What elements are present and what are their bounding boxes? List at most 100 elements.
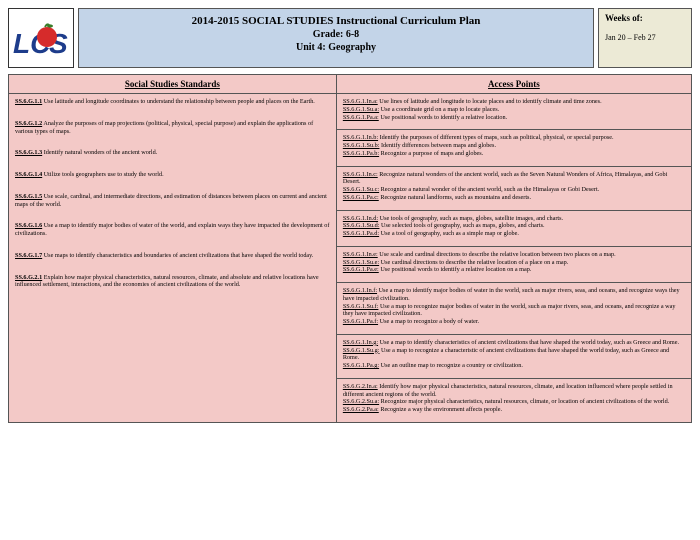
access-point: SS.6.G.1.Su.c: Recognize a natural wonde… [343, 186, 685, 194]
standard-code: SS.6.G.1.6 [15, 222, 42, 229]
access-code: SS.6.G.1.Pa.b: [343, 150, 379, 157]
access-group: SS.6.G.1.In.g: Use a map to identify cha… [343, 339, 685, 370]
access-point: SS.6.G.1.Pa.c: Recognize natural landfor… [343, 194, 685, 202]
access-text: Use a map to recognize a characteristic … [343, 347, 669, 362]
access-text: Recognize natural landforms, such as mou… [379, 194, 531, 201]
standard-item: SS.6.G.1.5 Use scale, cardinal, and inte… [15, 193, 330, 209]
access-text: Use a map to identify major bodies of wa… [343, 287, 680, 302]
access-text: Recognize a way the environment affects … [379, 406, 502, 413]
standard-item: SS.6.G.1.2 Analyze the purposes of map p… [15, 120, 330, 136]
access-code: SS.6.G.1.In.b: [343, 134, 378, 141]
access-point: SS.6.G.1.Su.g: Use a map to recognize a … [343, 347, 685, 363]
access-code: SS.6.G.1.Su.f: [343, 303, 379, 310]
table-row: SS.6.G.1.1 Use latitude and longitude co… [9, 94, 692, 130]
standard-code: SS.6.G.1.5 [15, 193, 42, 200]
access-cell: SS.6.G.1.In.g: Use a map to identify cha… [336, 334, 691, 378]
standard-code: SS.6.G.1.2 [15, 120, 42, 127]
access-text: Recognize a purpose of maps and globes. [379, 150, 483, 157]
access-group: SS.6.G.1.In.e: Use scale and cardinal di… [343, 251, 685, 274]
weeks-value: Jan 20 – Feb 27 [605, 33, 685, 42]
standard-text: Identify natural wonders of the ancient … [42, 149, 157, 156]
access-point: SS.6.G.1.In.d: Use tools of geography, s… [343, 215, 685, 223]
standard-item: SS.6.G.1.7 Use maps to identify characte… [15, 252, 330, 260]
access-code: SS.6.G.1.In.f: [343, 287, 377, 294]
table-header-row: Social Studies Standards Access Points [9, 75, 692, 94]
access-point: SS.6.G.1.Pa.g: Use an outline map to rec… [343, 362, 685, 370]
school-logo-icon: LC S [11, 13, 71, 63]
standards-cell: SS.6.G.1.1 Use latitude and longitude co… [9, 94, 337, 423]
access-code: SS.6.G.1.In.c: [343, 171, 378, 178]
standard-item: SS.6.G.1.1 Use latitude and longitude co… [15, 98, 330, 106]
standards-heading: Social Studies Standards [9, 75, 337, 94]
access-text: Use positional words to identify a relat… [379, 266, 532, 273]
access-cell: SS.6.G.1.In.e: Use scale and cardinal di… [336, 246, 691, 282]
access-code: SS.6.G.1.In.a: [343, 98, 378, 105]
access-point: SS.6.G.1.Su.b: Identify differences betw… [343, 142, 685, 150]
plan-title: 2014-2015 SOCIAL STUDIES Instructional C… [89, 15, 583, 27]
access-code: SS.6.G.1.Pa.g: [343, 362, 379, 369]
standard-code: SS.6.G.2.1 [15, 274, 42, 281]
standard-text: Utilize tools geographers use to study t… [42, 171, 164, 178]
access-point: SS.6.G.1.In.e: Use scale and cardinal di… [343, 251, 685, 259]
weeks-box: Weeks of: Jan 20 – Feb 27 [598, 8, 692, 68]
access-group: SS.6.G.1.In.b: Identify the purposes of … [343, 134, 685, 157]
access-group: SS.6.G.1.In.a: Use lines of latitude and… [343, 98, 685, 121]
access-point: SS.6.G.2.Pa.a: Recognize a way the envir… [343, 406, 685, 414]
standard-text: Use latitude and longitude coordinates t… [42, 98, 315, 105]
access-point: SS.6.G.1.Pa.d: Use a tool of geography, … [343, 230, 685, 238]
standard-text: Use scale, cardinal, and intermediate di… [15, 193, 327, 208]
access-text: Identify the purposes of different types… [378, 134, 613, 141]
access-point: SS.6.G.1.Pa.a: Use positional words to i… [343, 114, 685, 122]
standard-text: Explain how major physical characteristi… [15, 274, 319, 289]
access-text: Use positional words to identify a relat… [379, 114, 507, 121]
access-code: SS.6.G.1.Su.e: [343, 259, 379, 266]
standard-code: SS.6.G.1.7 [15, 252, 42, 259]
access-heading: Access Points [336, 75, 691, 94]
access-code: SS.6.G.1.Su.a: [343, 106, 379, 113]
access-group: SS.6.G.1.In.f: Use a map to identify maj… [343, 287, 685, 326]
access-code: SS.6.G.2.Pa.a: [343, 406, 379, 413]
access-text: Use an outline map to recognize a countr… [379, 362, 523, 369]
access-cell: SS.6.G.1.In.a: Use lines of latitude and… [336, 94, 691, 130]
standard-item: SS.6.G.2.1 Explain how major physical ch… [15, 274, 330, 290]
access-point: SS.6.G.2.In.a: Identify how major physic… [343, 383, 685, 399]
access-point: SS.6.G.1.Su.f: Use a map to recognize ma… [343, 303, 685, 319]
access-text: Recognize major physical characteristics… [379, 398, 669, 405]
access-group: SS.6.G.1.In.d: Use tools of geography, s… [343, 215, 685, 238]
standard-text: Use maps to identify characteristics and… [42, 252, 313, 259]
access-point: SS.6.G.1.Su.e: Use cardinal directions t… [343, 259, 685, 267]
standards-table: Social Studies Standards Access Points S… [8, 74, 692, 423]
access-point: SS.6.G.1.Pa.e: Use positional words to i… [343, 266, 685, 274]
logo-box: LC S [8, 8, 74, 68]
access-cell: SS.6.G.1.In.d: Use tools of geography, s… [336, 210, 691, 246]
access-cell: SS.6.G.2.In.a: Identify how major physic… [336, 378, 691, 422]
standard-text: Analyze the purposes of map projections … [15, 120, 313, 135]
title-box: 2014-2015 SOCIAL STUDIES Instructional C… [78, 8, 594, 68]
standard-text: Use a map to identify major bodies of wa… [15, 222, 329, 237]
access-code: SS.6.G.1.Pa.d: [343, 230, 379, 237]
access-group: SS.6.G.2.In.a: Identify how major physic… [343, 383, 685, 414]
access-code: SS.6.G.1.In.d: [343, 215, 378, 222]
access-text: Recognize a natural wonder of the ancien… [379, 186, 599, 193]
standard-item: SS.6.G.1.4 Utilize tools geographers use… [15, 171, 330, 179]
access-code: SS.6.G.1.Pa.c: [343, 194, 379, 201]
header-row: LC S 2014-2015 SOCIAL STUDIES Instructio… [8, 8, 692, 68]
access-point: SS.6.G.1.Su.a: Use a coordinate grid on … [343, 106, 685, 114]
access-code: SS.6.G.1.In.e: [343, 251, 378, 258]
access-point: SS.6.G.1.In.b: Identify the purposes of … [343, 134, 685, 142]
access-point: SS.6.G.1.In.f: Use a map to identify maj… [343, 287, 685, 303]
access-code: SS.6.G.2.In.a: [343, 383, 378, 390]
access-code: SS.6.G.1.Su.b: [343, 142, 380, 149]
access-point: SS.6.G.1.In.g: Use a map to identify cha… [343, 339, 685, 347]
access-point: SS.6.G.1.Pa.b: Recognize a purpose of ma… [343, 150, 685, 158]
access-text: Use scale and cardinal directions to des… [378, 251, 616, 258]
access-text: Identify differences between maps and gl… [379, 142, 496, 149]
access-point: SS.6.G.1.Pa.f: Use a map to recognize a … [343, 318, 685, 326]
access-text: Use a coordinate grid on a map to locate… [379, 106, 499, 113]
standard-item: SS.6.G.1.6 Use a map to identify major b… [15, 222, 330, 238]
grade-line: Grade: 6-8 [89, 29, 583, 40]
access-code: SS.6.G.1.Pa.a: [343, 114, 379, 121]
access-point: SS.6.G.1.In.c: Recognize natural wonders… [343, 171, 685, 187]
unit-line: Unit 4: Geography [89, 42, 583, 53]
standard-item: SS.6.G.1.3 Identify natural wonders of t… [15, 149, 330, 157]
